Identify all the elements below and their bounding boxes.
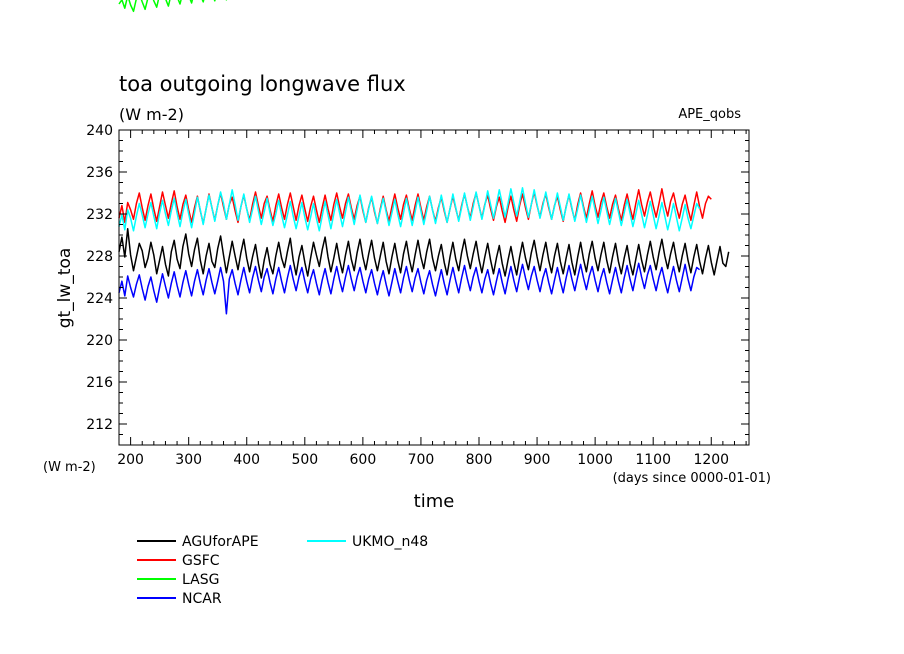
legend-label-gsfc: GSFC: [182, 553, 220, 569]
series-line-ukmo-n48: [118, 187, 701, 232]
chart-title: toa outgoing longwave flux: [119, 72, 406, 96]
x-tick-label: 900: [524, 452, 551, 468]
series-line-ncar: [118, 262, 701, 315]
x-tick-label: 1200: [693, 452, 729, 468]
y-tick-label: 240: [86, 123, 113, 139]
x-tick-label: 1100: [635, 452, 671, 468]
legend-label-ncar: NCAR: [182, 591, 222, 607]
x-axis: 200 300 400 500 600 700 800 900 1000 1100 1200: [117, 130, 747, 468]
y-axis-label: gt_lw_toa: [55, 248, 75, 329]
y-tick-label: 212: [86, 417, 113, 433]
x-tick-label: 800: [466, 452, 493, 468]
y-tick-label: 224: [86, 291, 113, 307]
y-units-label: (W m-2): [43, 460, 96, 475]
x-tick-label: 600: [350, 452, 377, 468]
y-axis: 212 216 220 224 228 232 236 240: [86, 123, 749, 446]
legend-label-lasg: LASG: [182, 572, 219, 588]
x-tick-label: 500: [291, 452, 318, 468]
x-axis-label: time: [414, 491, 455, 512]
experiment-label: APE_qobs: [678, 107, 741, 122]
legend-label-aguforape: AGUforAPE: [182, 534, 259, 550]
chart-units-label: (W m-2): [119, 105, 184, 124]
x-tick-label: 400: [233, 452, 260, 468]
x-tick-label: 300: [175, 452, 202, 468]
legend-label-ukmo-n48: UKMO_n48: [352, 534, 428, 550]
y-tick-label: 220: [86, 333, 113, 349]
y-tick-label: 236: [86, 165, 113, 181]
x-tick-label: 700: [408, 452, 435, 468]
series-lines: [118, 0, 730, 315]
y-tick-label: 228: [86, 249, 113, 265]
legend: AGUforAPE GSFC LASG NCAR UKMO_n48: [137, 534, 428, 607]
x-units-label: (days since 0000-01-01): [613, 471, 771, 486]
x-tick-label: 200: [117, 452, 144, 468]
series-line-lasg: [118, 0, 228, 13]
series-line-aguforape: [118, 227, 730, 279]
y-tick-label: 232: [86, 207, 113, 223]
x-tick-label: 1000: [577, 452, 613, 468]
y-tick-label: 216: [86, 375, 113, 391]
